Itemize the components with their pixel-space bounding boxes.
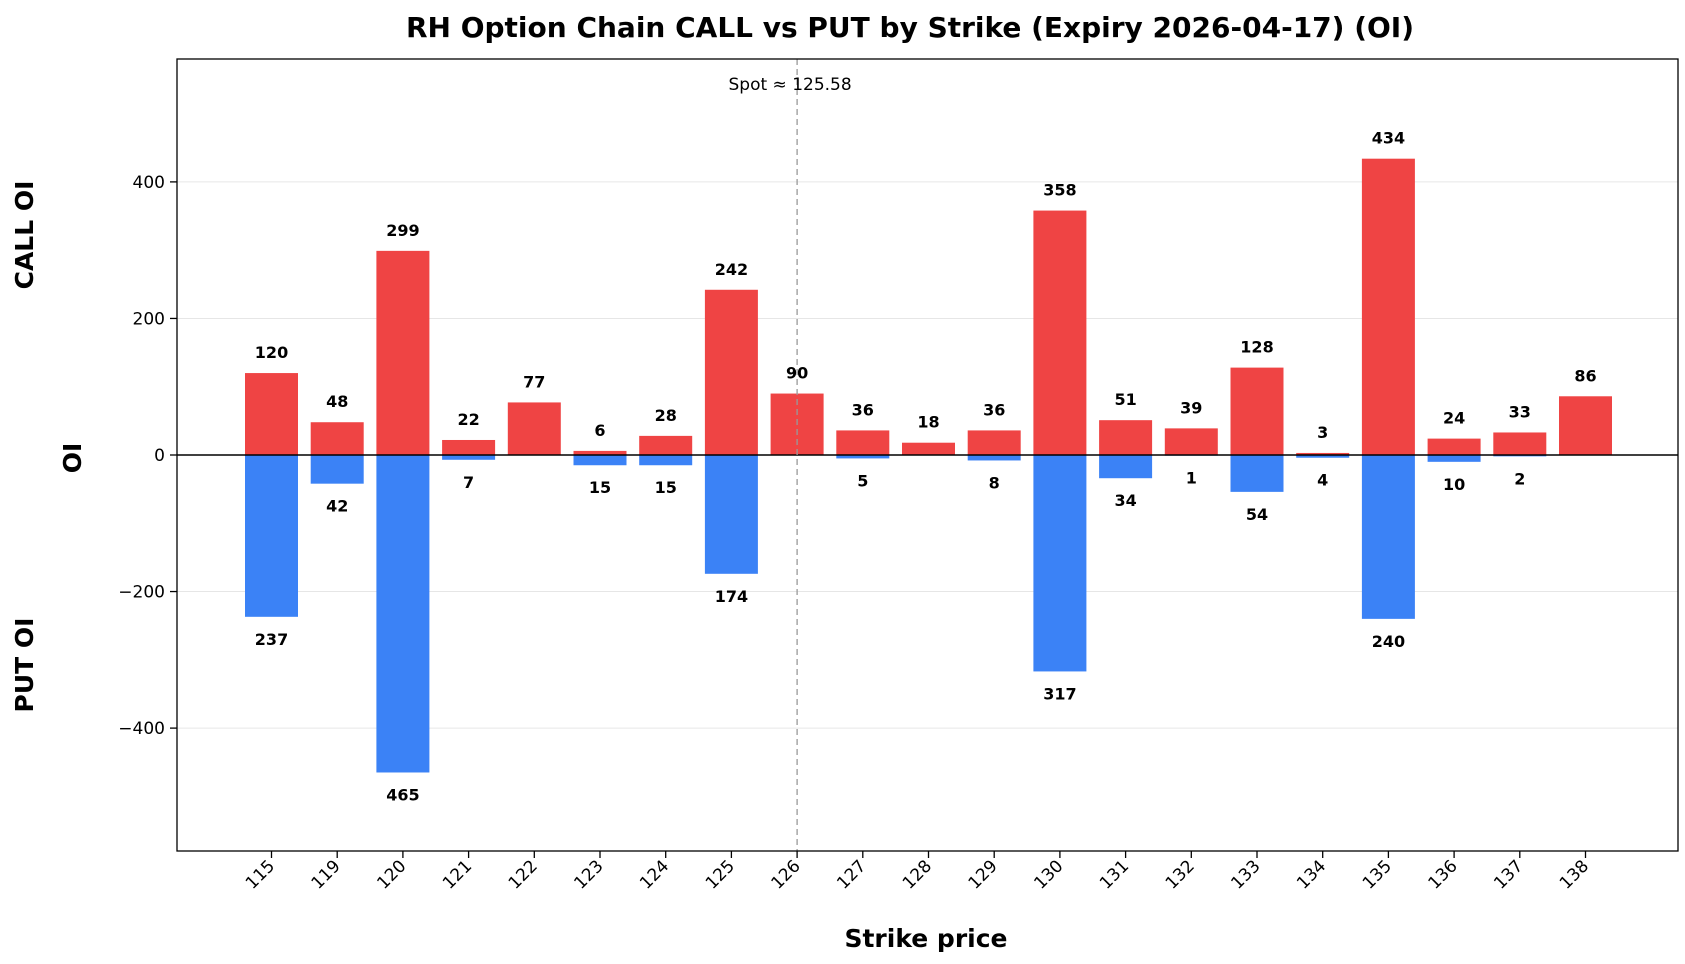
call-data-label: 358 (1043, 181, 1076, 200)
x-axis-label: Strike price (844, 924, 1007, 953)
call-oi-side-label: CALL OI (10, 181, 39, 290)
y-tick-label: 200 (133, 309, 165, 329)
put-data-label: 10 (1443, 475, 1465, 494)
put-bar (1361, 455, 1415, 619)
put-bar (1099, 455, 1153, 479)
put-data-label: 8 (989, 473, 1000, 492)
call-data-label: 128 (1240, 338, 1273, 357)
put-bar (573, 455, 627, 466)
put-bar (442, 455, 496, 460)
call-data-label: 33 (1509, 402, 1531, 421)
put-data-label: 42 (326, 497, 348, 516)
call-data-label: 434 (1372, 129, 1405, 148)
call-bar (1427, 438, 1481, 455)
call-data-label: 24 (1443, 409, 1465, 428)
call-bar (376, 250, 430, 455)
put-data-label: 1 (1186, 469, 1197, 488)
call-bar (442, 439, 496, 455)
bars (245, 158, 1612, 773)
call-data-label: 77 (523, 372, 545, 391)
call-data-label: 39 (1180, 398, 1202, 417)
call-bar (1099, 420, 1153, 455)
call-data-label: 120 (255, 343, 288, 362)
y-axis-label: OI (58, 443, 87, 474)
call-bar (704, 289, 758, 455)
call-data-label: 86 (1574, 366, 1596, 385)
call-data-label: 299 (386, 221, 419, 240)
put-data-label: 54 (1246, 505, 1268, 524)
call-bar (573, 450, 627, 455)
call-bar (1296, 452, 1350, 455)
call-bar (967, 430, 1021, 455)
call-bar (1361, 158, 1415, 456)
put-bar (704, 455, 758, 574)
put-bar (967, 455, 1021, 461)
call-bar (507, 402, 561, 455)
put-bar (1230, 455, 1284, 492)
put-bar (376, 455, 430, 773)
put-data-label: 465 (386, 785, 419, 804)
call-bar (245, 373, 298, 455)
put-bar (1033, 455, 1087, 672)
put-bar (310, 455, 364, 484)
put-data-label: 240 (1372, 632, 1405, 651)
call-data-label: 51 (1114, 390, 1136, 409)
put-data-label: 174 (715, 587, 748, 606)
data-labels: 1202374842299465227776152815242174903651… (255, 129, 1597, 805)
put-oi-side-label: PUT OI (10, 618, 39, 713)
y-tick-label: −200 (118, 583, 165, 603)
call-data-label: 22 (457, 410, 479, 429)
spot-label: Spot ≈ 125.58 (729, 75, 852, 95)
put-bar (245, 455, 298, 617)
put-bar (639, 455, 693, 466)
call-bar (639, 435, 693, 455)
call-data-label: 36 (983, 400, 1005, 419)
call-data-label: 3 (1317, 423, 1328, 442)
call-data-label: 36 (852, 400, 874, 419)
put-data-label: 7 (463, 473, 474, 492)
call-data-label: 28 (655, 406, 677, 425)
put-data-label: 5 (857, 471, 868, 490)
put-bar (836, 455, 890, 459)
put-data-label: 34 (1114, 491, 1136, 510)
put-data-label: 4 (1317, 471, 1328, 490)
call-bar (1559, 396, 1612, 455)
call-data-label: 90 (786, 364, 808, 383)
call-data-label: 18 (917, 413, 939, 432)
call-bar (310, 422, 364, 455)
call-data-label: 6 (594, 421, 605, 440)
call-data-label: 242 (715, 260, 748, 279)
call-data-label: 48 (326, 392, 348, 411)
call-bar (1033, 210, 1087, 455)
call-bar (1493, 432, 1547, 455)
put-data-label: 237 (255, 630, 288, 649)
put-bar (1296, 455, 1350, 458)
put-bar (1427, 455, 1481, 462)
call-bar (1164, 428, 1218, 455)
call-bar (836, 430, 890, 455)
y-tick-label: 0 (154, 446, 165, 466)
call-bar (1230, 367, 1284, 455)
put-data-label: 2 (1514, 469, 1525, 488)
chart-title: RH Option Chain CALL vs PUT by Strike (E… (406, 11, 1414, 44)
put-data-label: 15 (655, 478, 677, 497)
y-tick-label: 400 (133, 173, 165, 193)
put-data-label: 15 (589, 478, 611, 497)
put-data-label: 317 (1043, 684, 1076, 703)
y-axis: −400 −200 0 200 400 (118, 173, 177, 739)
y-tick-label: −400 (118, 719, 165, 739)
call-bar (902, 442, 955, 455)
